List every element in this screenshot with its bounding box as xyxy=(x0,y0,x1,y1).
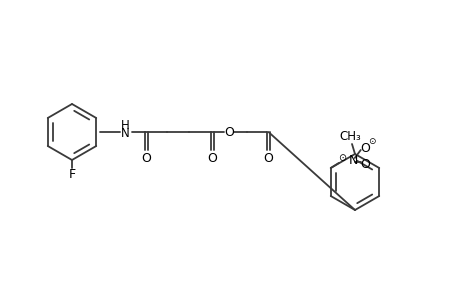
Text: ⊙: ⊙ xyxy=(337,153,345,163)
Text: ⊙: ⊙ xyxy=(367,136,375,146)
Text: O: O xyxy=(263,152,273,164)
Text: O: O xyxy=(359,142,369,154)
Text: H: H xyxy=(120,118,129,131)
Text: O: O xyxy=(207,152,217,164)
Text: O: O xyxy=(224,125,234,139)
Text: F: F xyxy=(68,167,75,181)
Text: O: O xyxy=(141,152,151,164)
Text: N: N xyxy=(120,127,129,140)
Text: CH₃: CH₃ xyxy=(338,130,360,142)
Text: O: O xyxy=(359,158,369,170)
Text: N: N xyxy=(348,154,358,166)
